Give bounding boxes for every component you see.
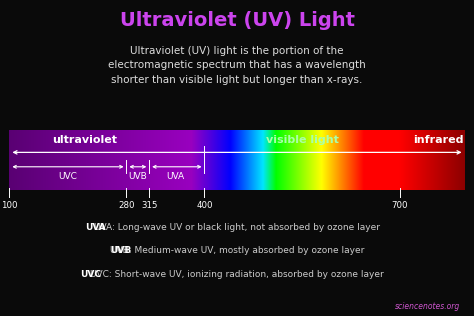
Text: 315: 315: [141, 201, 157, 210]
Text: UVB: UVB: [110, 246, 132, 255]
Text: infrared: infrared: [413, 135, 464, 145]
Text: UVA: Long-wave UV or black light, not absorbed by ozone layer: UVA: Long-wave UV or black light, not ab…: [94, 223, 380, 232]
Text: Ultraviolet (UV) Light: Ultraviolet (UV) Light: [119, 11, 355, 30]
Text: ultraviolet: ultraviolet: [52, 135, 117, 145]
Text: 400: 400: [196, 201, 213, 210]
Text: UVC: UVC: [59, 172, 77, 181]
Text: UVA: UVA: [86, 223, 106, 232]
Text: UVA: UVA: [166, 172, 184, 181]
Text: UVB: UVB: [128, 172, 147, 181]
Text: 280: 280: [118, 201, 135, 210]
Text: UVC: UVC: [81, 270, 101, 279]
Text: visible light: visible light: [265, 135, 338, 145]
Text: sciencenotes.org: sciencenotes.org: [394, 302, 460, 311]
Text: UVC: Short-wave UV, ionizing radiation, absorbed by ozone layer: UVC: Short-wave UV, ionizing radiation, …: [90, 270, 384, 279]
Text: UVB: Medium-wave UV, mostly absorbed by ozone layer: UVB: Medium-wave UV, mostly absorbed by …: [110, 246, 364, 255]
Text: Ultraviolet (UV) light is the portion of the
electromagnetic spectrum that has a: Ultraviolet (UV) light is the portion of…: [108, 46, 366, 85]
Text: 100: 100: [1, 201, 18, 210]
Text: 700: 700: [391, 201, 408, 210]
